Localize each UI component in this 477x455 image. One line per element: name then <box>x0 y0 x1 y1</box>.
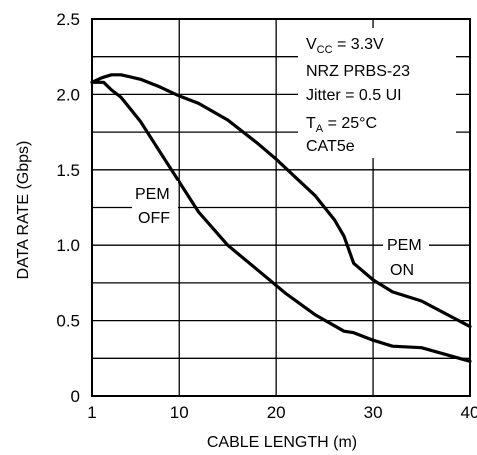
x-tick-label: 1 <box>87 403 96 422</box>
y-tick-label: 1.0 <box>56 236 80 255</box>
x-tick-label: 30 <box>364 403 383 422</box>
y-tick-label: 2.5 <box>56 10 80 29</box>
condition-ta: TA = 25°C <box>306 115 377 135</box>
y-tick-label: 0 <box>71 387 80 406</box>
pem-off-label-line1: PEM <box>135 186 170 203</box>
x-tick-label: 40 <box>461 403 477 422</box>
y-tick-label: 2.0 <box>56 85 80 104</box>
x-axis-title: CABLE LENGTH (m) <box>207 434 357 451</box>
condition-vcc: VCC = 3.3V <box>306 36 384 56</box>
condition-cable: CAT5e <box>306 138 355 155</box>
pem-on-label-line2: ON <box>390 262 414 279</box>
ta-subscript: A <box>316 123 324 135</box>
vcc-symbol: V <box>306 36 317 53</box>
ta-value: = 25°C <box>323 115 377 132</box>
y-axis-title: DATA RATE (Gbps) <box>15 141 32 280</box>
condition-pattern: NRZ PRBS-23 <box>306 63 410 80</box>
x-tick-label: 10 <box>170 403 189 422</box>
pem-off-label-line2: OFF <box>138 210 170 227</box>
ta-symbol: T <box>306 115 316 132</box>
y-tick-label: 0.5 <box>56 312 80 331</box>
condition-jitter: Jitter = 0.5 UI <box>306 87 402 104</box>
y-tick-label: 1.5 <box>56 161 80 180</box>
conditions-box-background <box>298 28 456 158</box>
x-tick-label: 20 <box>267 403 286 422</box>
series-line-pem-on <box>90 73 472 329</box>
pem-off-label-background <box>132 181 178 227</box>
series-line-pem-off <box>90 80 472 363</box>
pem-on-label-line1: PEM <box>387 237 422 254</box>
pem-on-label-background <box>383 232 429 280</box>
plot-frame <box>91 18 471 397</box>
tick-labels: 1 10 20 30 40 0 0.5 1.0 1.5 2.0 2.5 <box>56 10 477 422</box>
series-layer <box>90 73 472 363</box>
vcc-value: = 3.3V <box>333 36 384 53</box>
vcc-subscript: CC <box>317 44 333 56</box>
